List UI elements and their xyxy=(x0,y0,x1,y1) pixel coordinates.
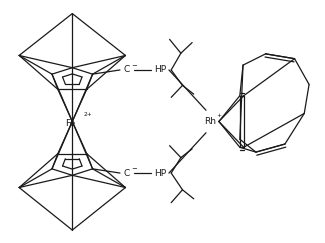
Text: Rh: Rh xyxy=(204,117,216,126)
Text: +: + xyxy=(217,113,222,118)
Text: HP: HP xyxy=(154,65,167,74)
Text: −: − xyxy=(131,63,137,69)
Text: C: C xyxy=(124,169,130,178)
Text: 2+: 2+ xyxy=(84,112,92,117)
Text: Fe: Fe xyxy=(66,119,76,128)
Text: HP: HP xyxy=(154,169,167,178)
Text: C: C xyxy=(124,65,130,74)
Text: −: − xyxy=(131,166,137,172)
